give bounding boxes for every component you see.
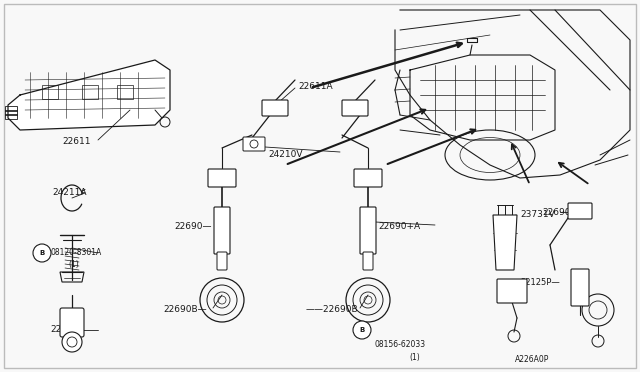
- FancyBboxPatch shape: [214, 207, 230, 254]
- Text: 23731V: 23731V: [520, 210, 555, 219]
- Bar: [5, 106, 17, 111]
- FancyBboxPatch shape: [262, 100, 288, 116]
- FancyBboxPatch shape: [243, 137, 265, 151]
- Polygon shape: [8, 60, 170, 130]
- Bar: [42, 85, 58, 99]
- Text: B: B: [360, 327, 365, 333]
- Bar: [82, 85, 98, 99]
- Bar: [117, 85, 133, 99]
- FancyBboxPatch shape: [208, 169, 236, 187]
- Text: 22690—: 22690—: [174, 222, 211, 231]
- FancyBboxPatch shape: [568, 203, 592, 219]
- Text: 22611: 22611: [62, 137, 90, 146]
- FancyBboxPatch shape: [497, 279, 527, 303]
- Text: 08120-8301A: 08120-8301A: [50, 248, 101, 257]
- Bar: [5, 110, 17, 115]
- Text: ——22690B: ——22690B: [305, 305, 358, 314]
- FancyBboxPatch shape: [363, 252, 373, 270]
- Text: 22611A: 22611A: [298, 82, 333, 91]
- FancyBboxPatch shape: [342, 100, 368, 116]
- Text: 24210V: 24210V: [268, 150, 303, 159]
- Text: 22690+A: 22690+A: [378, 222, 420, 231]
- FancyBboxPatch shape: [360, 207, 376, 254]
- Text: 22690B—: 22690B—: [163, 305, 207, 314]
- FancyBboxPatch shape: [571, 269, 589, 306]
- Text: (1): (1): [68, 260, 79, 269]
- Text: 22060P: 22060P: [50, 325, 84, 334]
- FancyBboxPatch shape: [60, 308, 84, 337]
- Text: 22125P—: 22125P—: [520, 278, 560, 287]
- Bar: [5, 114, 17, 119]
- Circle shape: [62, 332, 82, 352]
- Text: A226A0P: A226A0P: [515, 355, 549, 364]
- Text: 24211A: 24211A: [52, 188, 86, 197]
- Text: B: B: [40, 250, 45, 256]
- FancyBboxPatch shape: [354, 169, 382, 187]
- Circle shape: [33, 244, 51, 262]
- Text: 22690N: 22690N: [542, 208, 577, 217]
- FancyBboxPatch shape: [217, 252, 227, 270]
- Circle shape: [353, 321, 371, 339]
- Text: (1): (1): [410, 353, 420, 362]
- Polygon shape: [493, 215, 517, 270]
- Text: 08156-62033: 08156-62033: [375, 340, 426, 349]
